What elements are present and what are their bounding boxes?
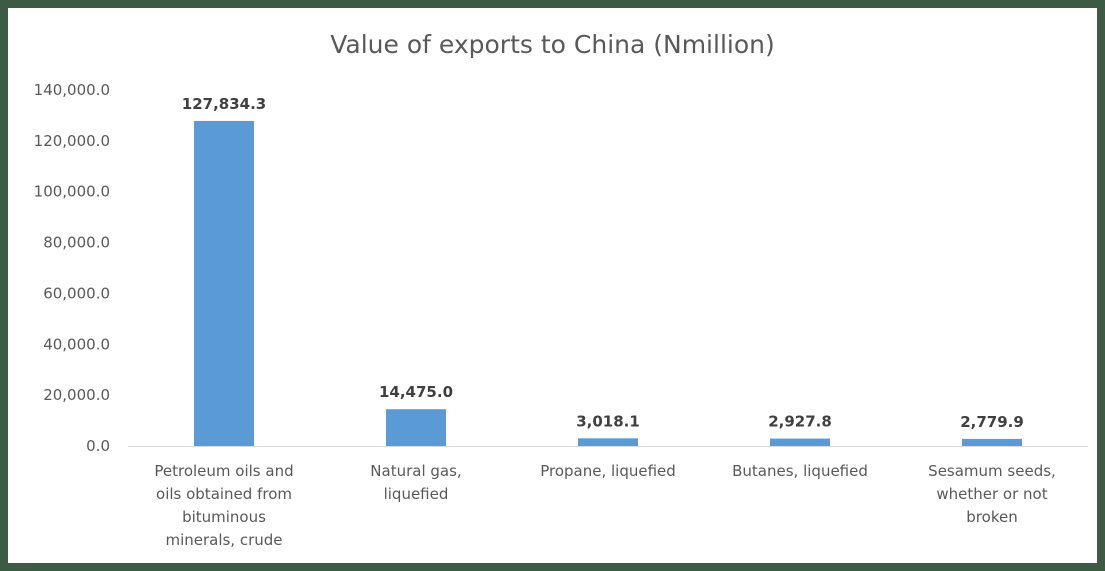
- x-category-label: Butanes, liquefied: [732, 462, 868, 480]
- y-tick-label: 100,000.0: [34, 183, 110, 201]
- x-category-label: broken: [966, 508, 1017, 526]
- y-tick-label: 120,000.0: [34, 132, 110, 150]
- x-category-label: oils obtained from: [156, 485, 292, 503]
- y-tick-label: 140,000.0: [34, 81, 110, 99]
- data-label: 127,834.3: [182, 95, 266, 113]
- y-tick-label: 40,000.0: [43, 335, 110, 353]
- y-tick-label: 0.0: [86, 437, 110, 455]
- chart-title: Value of exports to China (Nmillion): [330, 30, 775, 59]
- bar: [386, 409, 446, 446]
- bar: [770, 438, 830, 446]
- bar: [962, 438, 1022, 446]
- data-label: 14,475.0: [379, 383, 453, 401]
- data-label: 3,018.1: [576, 412, 640, 430]
- bar: [578, 438, 638, 446]
- y-tick-label: 20,000.0: [43, 386, 110, 404]
- x-category-label: Petroleum oils and: [154, 462, 293, 480]
- x-category-label: liquefied: [384, 485, 449, 503]
- data-label: 2,927.8: [768, 413, 832, 431]
- x-category-label: whether or not: [936, 485, 1047, 503]
- data-label: 2,779.9: [960, 413, 1024, 431]
- bar: [194, 120, 254, 446]
- x-category-label: bituminous: [182, 508, 266, 526]
- x-category-label: minerals, crude: [165, 531, 282, 549]
- y-tick-label: 80,000.0: [43, 234, 110, 252]
- x-category-label: Propane, liquefied: [540, 462, 676, 480]
- y-tick-label: 60,000.0: [43, 284, 110, 302]
- x-category-label: Natural gas,: [370, 462, 461, 480]
- x-category-label: Sesamum seeds,: [928, 462, 1056, 480]
